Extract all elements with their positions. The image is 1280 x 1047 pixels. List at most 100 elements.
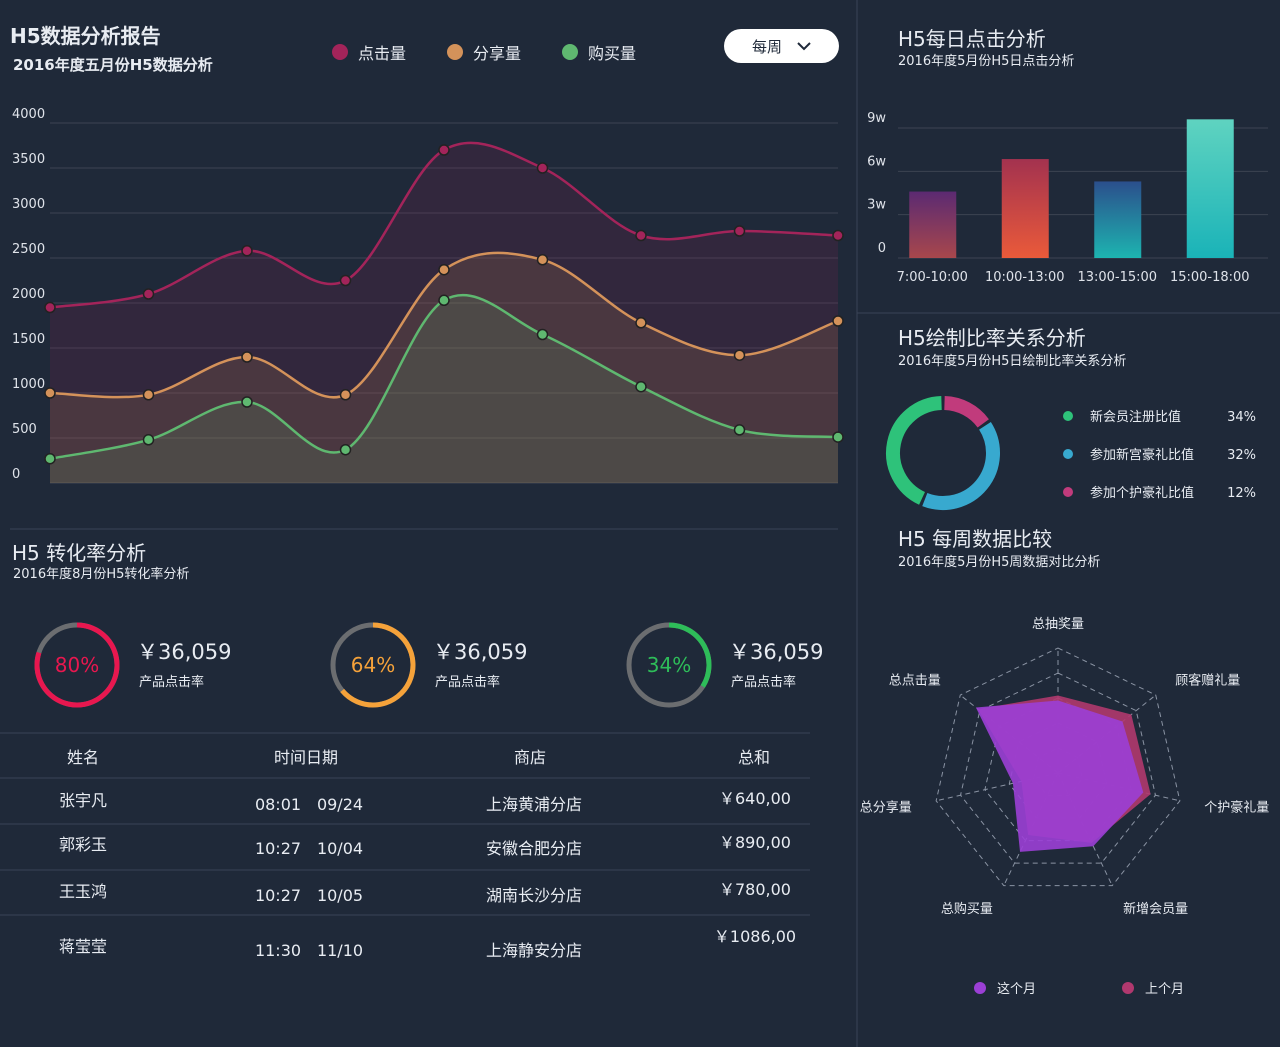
marker <box>241 396 253 408</box>
section-subtitle: 2016年度5月份H5周数据对比分析 <box>898 554 1100 570</box>
amount: ￥36,059 <box>433 640 527 664</box>
table-cell: 10:27 <box>255 886 301 905</box>
legend-label: 分享量 <box>473 44 521 63</box>
bar <box>1186 119 1234 258</box>
table-cell: 11:30 <box>255 941 301 960</box>
table-cell: 郭彩玉 <box>59 835 107 854</box>
value-label: 34% <box>1227 410 1256 425</box>
dropdown-box[interactable] <box>724 29 839 63</box>
table-cell: 王玉鸿 <box>59 882 107 901</box>
marker <box>438 144 450 156</box>
value-label: 12% <box>1227 486 1256 501</box>
marker <box>142 434 155 446</box>
y-tick-label: 3w <box>867 198 886 213</box>
axis-label: 总分享量 <box>860 799 912 815</box>
table-cell: 安徽合肥分店 <box>486 839 582 858</box>
ring-progress <box>668 622 712 688</box>
y-tick-label: 2500 <box>12 242 45 257</box>
y-tick-label: 6w <box>867 154 886 169</box>
legend-label: 参加个护豪礼比值 <box>1090 485 1194 501</box>
table-cell: 10/04 <box>317 839 363 858</box>
radar-ring <box>959 672 1157 864</box>
marker <box>241 351 253 363</box>
section-title: H5 每周数据比较 <box>898 527 1052 551</box>
x-tick-label: 7:00-10:00 <box>897 270 968 285</box>
table-cell: 上海黄浦分店 <box>486 795 582 814</box>
section-title: H5 转化率分析 <box>12 541 146 565</box>
table-cell: ￥780,00 <box>719 880 791 899</box>
table-cell: ￥890,00 <box>719 833 791 852</box>
y-tick-label: 9w <box>867 111 886 126</box>
axis-label: 总点击量 <box>889 673 941 688</box>
section-title: H5每日点击分析 <box>898 27 1046 51</box>
ring-label: 80% <box>55 653 99 677</box>
section-subtitle: 2016年度5月份H5日点击分析 <box>898 53 1074 69</box>
legend-marker <box>332 44 348 60</box>
axis-label: 新增会员量 <box>1123 901 1188 917</box>
dropdown[interactable]: 每周 <box>724 29 839 63</box>
legend-marker <box>562 44 578 60</box>
marker <box>832 315 844 327</box>
radar-ring <box>935 647 1181 887</box>
bar <box>909 191 957 258</box>
axis-label: 个护豪礼量 <box>1204 799 1269 815</box>
marker <box>142 288 155 300</box>
table-cell: 蒋莹莹 <box>59 937 107 956</box>
section-subtitle: 2016年度8月份H5转化率分析 <box>13 566 189 582</box>
legend-label: 参加新宫豪礼比值 <box>1090 447 1194 463</box>
legend-label: 新会员注册比值 <box>1090 409 1181 425</box>
marker <box>438 294 450 307</box>
marker <box>536 328 549 341</box>
legend-label: 购买量 <box>588 44 636 63</box>
marker <box>339 274 352 287</box>
dropdown-label[interactable]: 每周 <box>752 38 782 56</box>
x-tick-label: 10:00-13:00 <box>985 270 1065 285</box>
y-tick-label: 500 <box>12 422 37 437</box>
legend-marker <box>1063 449 1073 459</box>
legend-label: 这个月 <box>997 981 1036 997</box>
value-label: 32% <box>1227 448 1256 463</box>
y-tick-label: 4000 <box>12 107 45 122</box>
donut-segment <box>943 396 989 428</box>
table-header: 姓名 <box>67 748 99 767</box>
line <box>49 141 839 309</box>
marker <box>339 443 352 456</box>
table-cell: 11/10 <box>317 941 363 960</box>
axis-label: 总抽奖量 <box>1032 617 1084 632</box>
subtitle: 2016年度五月份H5数据分析 <box>13 56 213 74</box>
donut-segment <box>922 422 1000 510</box>
marker <box>536 254 549 266</box>
marker <box>733 225 746 237</box>
legend-label: 上个月 <box>1145 982 1184 997</box>
marker <box>733 424 746 436</box>
legend-marker <box>447 44 463 60</box>
y-tick-label: 1000 <box>12 377 45 392</box>
marker <box>536 162 549 174</box>
ring-progress <box>340 622 416 708</box>
table-header: 总和 <box>738 748 770 767</box>
table-cell: 08:01 <box>255 795 301 814</box>
legend-label: 点击量 <box>358 44 406 63</box>
area <box>50 252 838 483</box>
ring-progress <box>34 622 120 708</box>
marker <box>142 389 155 401</box>
marker <box>832 431 844 443</box>
marker <box>635 229 647 242</box>
chevron[interactable] <box>797 42 811 51</box>
table-cell: ￥1086,00 <box>714 927 796 946</box>
legend-marker <box>1122 982 1134 994</box>
axis-label: 总购买量 <box>941 901 993 917</box>
ring-label: 34% <box>647 653 691 677</box>
y-tick-label: 3000 <box>12 197 45 212</box>
x-tick-label: 15:00-18:00 <box>1170 270 1250 285</box>
table-cell: 张宇凡 <box>59 791 107 810</box>
bar <box>1094 181 1142 258</box>
amount-caption: 产品点击率 <box>731 674 796 690</box>
x-tick-label: 13:00-15:00 <box>1077 270 1157 285</box>
y-tick-label: 1500 <box>12 332 45 347</box>
y-tick-label: 2000 <box>12 287 45 302</box>
bar <box>1001 159 1049 258</box>
marker <box>44 301 56 314</box>
marker <box>635 380 647 393</box>
